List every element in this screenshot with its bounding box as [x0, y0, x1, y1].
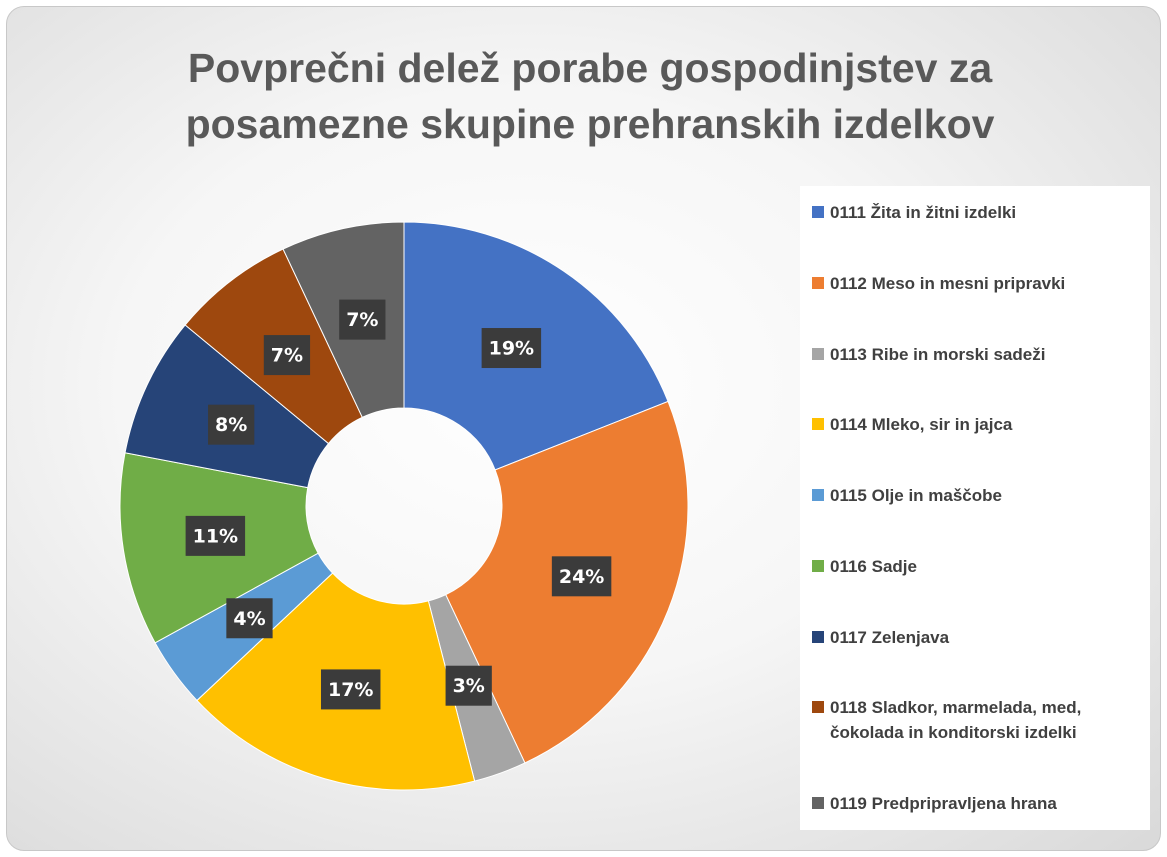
data-label-box: [226, 598, 273, 639]
data-label-box: [208, 404, 255, 445]
chart-title: Povprečni delež porabe gospodinjstev za …: [185, 45, 995, 147]
legend-swatch: [812, 701, 824, 714]
data-label: 11%: [185, 515, 246, 556]
legend-swatch: [812, 559, 824, 572]
data-label: 3%: [445, 665, 492, 706]
data-label: 24%: [551, 556, 612, 597]
data-label-text: 24%: [559, 566, 604, 588]
legend-swatch: [812, 630, 824, 643]
data-label: 7%: [339, 299, 386, 340]
data-label-box: [263, 335, 311, 376]
legend-swatch: [812, 418, 824, 431]
data-label-box: [320, 669, 381, 710]
legend-item: 0112 Meso in mesni pripravki: [812, 271, 1140, 296]
legend-item: 0114 Mleko, sir in jajca: [812, 412, 1140, 437]
legend-label: 0119 Predpripravljena hrana: [830, 794, 1057, 813]
legend-item: 0119 Predpripravljena hrana: [812, 791, 1140, 816]
legend-label: 0117 Zelenjava: [830, 627, 950, 647]
legend-item: 0116 Sadje: [812, 554, 1140, 579]
legend-item: 0118 Sladkor, marmelada, med, čokolada i…: [812, 695, 1140, 745]
legend-label: 0116 Sadje: [830, 556, 917, 576]
legend-label: 0118 Sladkor, marmelada, med, čokolada i…: [830, 698, 1082, 743]
data-label-text: 19%: [489, 338, 534, 360]
data-label-text: 7%: [346, 309, 378, 331]
legend-item: 0111 Žita in žitni izdelki: [812, 200, 1140, 225]
data-label-text: 3%: [453, 675, 485, 697]
data-label: 19%: [481, 328, 542, 369]
legend-label: 0113 Ribe in morski sadeži: [830, 344, 1046, 364]
data-label: 7%: [263, 335, 311, 376]
data-label: 17%: [320, 669, 381, 710]
legend-swatch: [812, 206, 824, 218]
legend-swatch: [812, 347, 824, 360]
legend-label: 0115 Olje in maščobe: [830, 486, 1002, 505]
legend-label: 0112 Meso in mesni pripravki: [830, 273, 1066, 293]
legend-item: 0115 Olje in maščobe: [812, 483, 1140, 508]
data-label-box: [551, 556, 612, 597]
data-label-text: 7%: [271, 345, 303, 367]
legend-item: 0117 Zelenjava: [812, 625, 1140, 650]
data-label-box: [185, 515, 246, 556]
legend-swatch: [812, 489, 824, 501]
data-label-text: 17%: [328, 679, 373, 701]
legend-label: 0114 Mleko, sir in jajca: [830, 415, 1013, 435]
data-label: 4%: [226, 598, 273, 639]
data-label-box: [481, 328, 542, 369]
legend-swatch: [812, 797, 824, 809]
data-label-box: [445, 665, 492, 706]
legend-label: 0111 Žita in žitni izdelki: [830, 203, 1017, 222]
legend-swatch: [812, 276, 824, 289]
data-label-box: [339, 299, 386, 340]
data-label-text: 11%: [193, 525, 238, 547]
data-label-text: 4%: [233, 608, 265, 630]
data-label: 8%: [208, 404, 255, 445]
legend-item: 0113 Ribe in morski sadeži: [812, 342, 1140, 367]
data-label-text: 8%: [215, 414, 247, 436]
legend: 0111 Žita in žitni izdelki 0112 Meso in m…: [800, 186, 1150, 830]
